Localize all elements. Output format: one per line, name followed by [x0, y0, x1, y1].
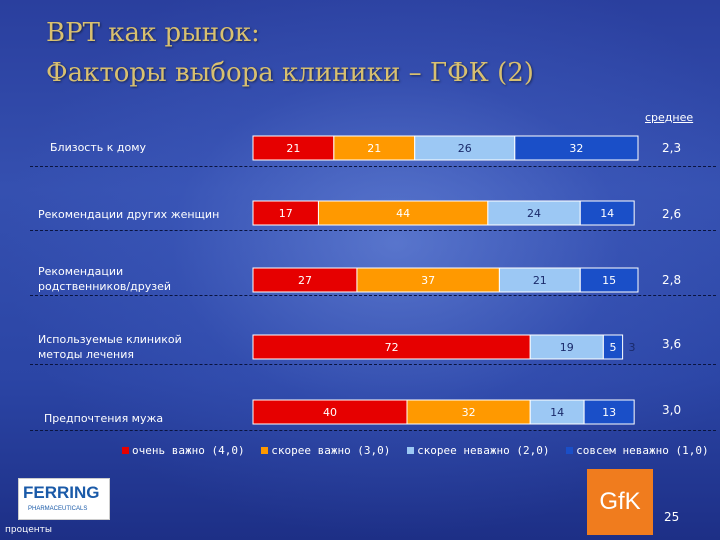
bar-segment-row3-s4 [579, 267, 639, 293]
legend-item-very-important: очень важно (4,0) [122, 444, 245, 457]
title-line-1: ВРТ как рынок: [46, 18, 260, 48]
ferring-logo-name: FERRING [23, 483, 100, 502]
row-label-2: Рекомендации других женщин [38, 208, 220, 221]
bar-value-label: 44 [396, 207, 410, 220]
legend-swatch [566, 447, 574, 454]
bar-value-label: 21 [367, 142, 381, 155]
bar-value-label: 5 [609, 341, 616, 354]
bar-segment-row4-s4 [602, 334, 624, 360]
bar-value-label: 24 [527, 207, 541, 220]
row-label-4: Используемые клиникой методы лечения [38, 333, 182, 361]
bar-value-label: 21 [533, 274, 547, 287]
average-value-5: 3,0 [662, 403, 682, 417]
legend-label: очень важно (4,0) [132, 444, 245, 457]
legend-item-rather-important: скорее важно (3,0) [261, 444, 390, 457]
bar-value-label: 32 [462, 406, 476, 419]
legend-item-not-important: совсем неважно (1,0) [566, 444, 709, 457]
legend-swatch [261, 447, 269, 454]
ferring-logo: FERRING PHARMACEUTICALS [18, 478, 110, 520]
bar-value-label: 40 [323, 406, 337, 419]
bar-segment-row4-s3 [529, 334, 604, 360]
average-value-1: 2,3 [662, 141, 682, 155]
row-divider [30, 166, 716, 167]
bar-value-label: 14 [600, 207, 614, 220]
bar-segment-row1-s3 [414, 135, 516, 161]
bar-value-label: 15 [602, 274, 616, 287]
bar-segment-row5-s3 [529, 399, 585, 425]
page-number: 25 [664, 510, 680, 524]
gfk-logo: GfK [587, 469, 653, 535]
bar-value-label: 26 [458, 142, 472, 155]
bar-segment-row5-s2 [406, 399, 531, 425]
row-label-1: Близость к дому [50, 141, 147, 154]
bar-value-label: 27 [298, 274, 312, 287]
average-value-4: 3,6 [662, 337, 682, 351]
bar-extra-label: 3 [629, 341, 636, 354]
bar-value-label: 72 [385, 341, 399, 354]
bar-segment-row2-s2 [317, 200, 489, 226]
bar-segment-row3-s2 [356, 267, 500, 293]
title-line-2: Факторы выбора клиники – ГФК (2) [46, 58, 534, 88]
row-divider [30, 295, 716, 296]
ferring-logo-subtitle: PHARMACEUTICALS [28, 506, 88, 512]
bar-segment-row1-s4 [514, 135, 639, 161]
average-header: среднее [645, 111, 694, 124]
row-label-5: Предпочтения мужа [44, 412, 164, 425]
legend: очень важно (4,0) скорее важно (3,0) ско… [122, 444, 719, 457]
bar-segment-row5-s4 [583, 399, 635, 425]
bar-value-label: 32 [569, 142, 583, 155]
legend-swatch [122, 447, 129, 454]
row-divider [30, 230, 716, 231]
legend-label: совсем неважно (1,0) [576, 444, 709, 457]
bar-value-label: 13 [602, 406, 616, 419]
legend-item-rather-unimportant: скорее неважно (2,0) [407, 444, 550, 457]
bar-segment-row2-s4 [579, 200, 635, 226]
bar-value-label: 37 [421, 274, 435, 287]
legend-swatch [407, 447, 415, 454]
bar-segment-row2-s1 [252, 200, 319, 226]
row-label-3: Рекомендации родственников/друзей [38, 265, 171, 293]
bar-segment-row5-s1 [252, 399, 408, 425]
bar-segment-row4-s1 [252, 334, 531, 360]
bar-value-label: 19 [560, 341, 574, 354]
bar-value-label: 17 [279, 207, 293, 220]
bar-value-label: 14 [550, 406, 564, 419]
row-divider [30, 364, 716, 365]
bar-segment-row3-s1 [252, 267, 358, 293]
bar-segment-row3-s3 [498, 267, 581, 293]
average-value-2: 2,6 [662, 207, 682, 221]
bar-value-label: 21 [286, 142, 300, 155]
legend-label: скорее неважно (2,0) [417, 444, 550, 457]
row-divider [30, 430, 716, 431]
average-value-3: 2,8 [662, 273, 682, 287]
legend-label: скорее важно (3,0) [271, 444, 391, 457]
units-label: проценты [5, 525, 52, 535]
